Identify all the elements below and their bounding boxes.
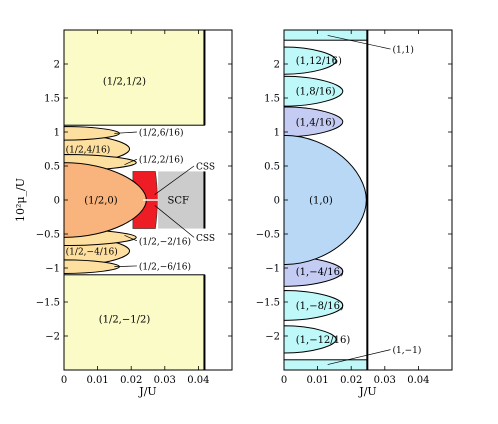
lobe-1: [284, 75, 344, 107]
region-label: (1,−12/16): [296, 335, 351, 346]
y-tick-label: −0.5: [36, 230, 60, 241]
y-tick-label: −2: [45, 332, 60, 343]
annotation-label: (1/2,−6/16): [139, 261, 191, 272]
x-tick-label: 0.02: [340, 375, 362, 386]
band-0: [284, 30, 368, 41]
lobe-2: [284, 46, 337, 75]
region-half-minus-half: [64, 274, 205, 370]
lobe-label: (1/2,−4/16): [66, 247, 118, 258]
y-tick-label: 0: [274, 196, 280, 207]
region-scf: [158, 171, 205, 229]
x-tick-label: 0.02: [120, 375, 142, 386]
y-tick-label: 1: [54, 128, 60, 139]
region-label: (1/2,1/2): [103, 77, 146, 88]
annotation-label: (1/2,−2/16): [139, 236, 191, 247]
region-label: (1,−8/16): [296, 301, 344, 312]
annotation-leader: [124, 158, 138, 165]
y-tick-label: 0.5: [264, 162, 280, 173]
x-tick-label: 0.01: [86, 375, 108, 386]
region-label: (1/2,0): [84, 196, 118, 207]
y-tick-label: 0: [54, 196, 60, 207]
annotation-leader: [327, 349, 391, 365]
y-tick-label: −1: [265, 264, 280, 275]
y-tick-label: 1: [274, 128, 280, 139]
y-axis-label: 10²μ_/U: [14, 178, 27, 222]
x-tick-label: 0.04: [407, 375, 429, 386]
plot-area: [284, 30, 369, 370]
lobe-5: [284, 325, 337, 354]
annotation-leader: [327, 35, 391, 50]
lobe-0: [284, 106, 344, 138]
region-label: SCF: [168, 196, 190, 207]
y-tick-label: −2: [265, 332, 280, 343]
band-1: [284, 359, 368, 370]
region-label: (1,0): [309, 196, 333, 207]
annotation-label: CSS: [196, 234, 215, 244]
y-tick-label: 0.5: [44, 162, 60, 173]
annotation-leader: [124, 235, 138, 242]
annotation-label: (1,1): [393, 45, 414, 56]
y-tick-label: −1.5: [256, 298, 280, 309]
annotation-leader: [154, 165, 195, 195]
annotation-label: (1/2,2/16): [139, 155, 184, 166]
y-tick-label: 1.5: [44, 94, 60, 105]
panel-left: (1/2,1/2) (1/2,0) (1/2,−1/2) SCF (1/2,4/16) (…: [14, 29, 233, 398]
region-label: (1,12/16): [296, 56, 342, 67]
y-tick-label: −1: [45, 264, 60, 275]
region-half-half: [64, 30, 205, 126]
lobe-label: (1/2,4/16): [66, 145, 111, 156]
panel-right: (1,0) (1,4/16) (1,8/16) (1,12/16) (1,−4/16) (…: [256, 29, 453, 398]
annotation-label: (1/2,6/16): [139, 128, 184, 139]
region-label: (1/2,−1/2): [99, 315, 151, 326]
annotation-leader: [114, 265, 137, 267]
x-axis-label: J/U: [138, 385, 156, 398]
y-tick-label: 1.5: [264, 94, 280, 105]
x-tick-label: 0.01: [306, 375, 328, 386]
plot-area: [64, 30, 206, 370]
annotation-label: CSS: [196, 163, 215, 173]
y-tick-label: 2: [274, 60, 280, 71]
region-label: (1,8/16): [296, 87, 336, 98]
lobe-3: [64, 259, 120, 274]
x-tick-label: 0.04: [187, 375, 209, 386]
y-tick-label: 2: [54, 60, 60, 71]
lobe-2: [64, 126, 120, 141]
x-tick-label: 0: [61, 375, 67, 386]
lobe-4: [284, 289, 344, 321]
annotation-leader: [154, 205, 195, 238]
region-label: (1,4/16): [296, 117, 336, 128]
x-axis-label: J/U: [358, 385, 376, 398]
x-tick-label: 0: [281, 375, 287, 386]
annotation-label: (1,−1): [393, 345, 422, 356]
x-tick-label: 0.03: [154, 375, 176, 386]
region-label: (1,−4/16): [296, 267, 344, 278]
lobe-center: [284, 134, 367, 266]
annotation-leader: [114, 131, 137, 134]
y-tick-label: −0.5: [256, 230, 280, 241]
x-tick-label: 0.03: [374, 375, 396, 386]
y-tick-label: −1.5: [36, 298, 60, 309]
